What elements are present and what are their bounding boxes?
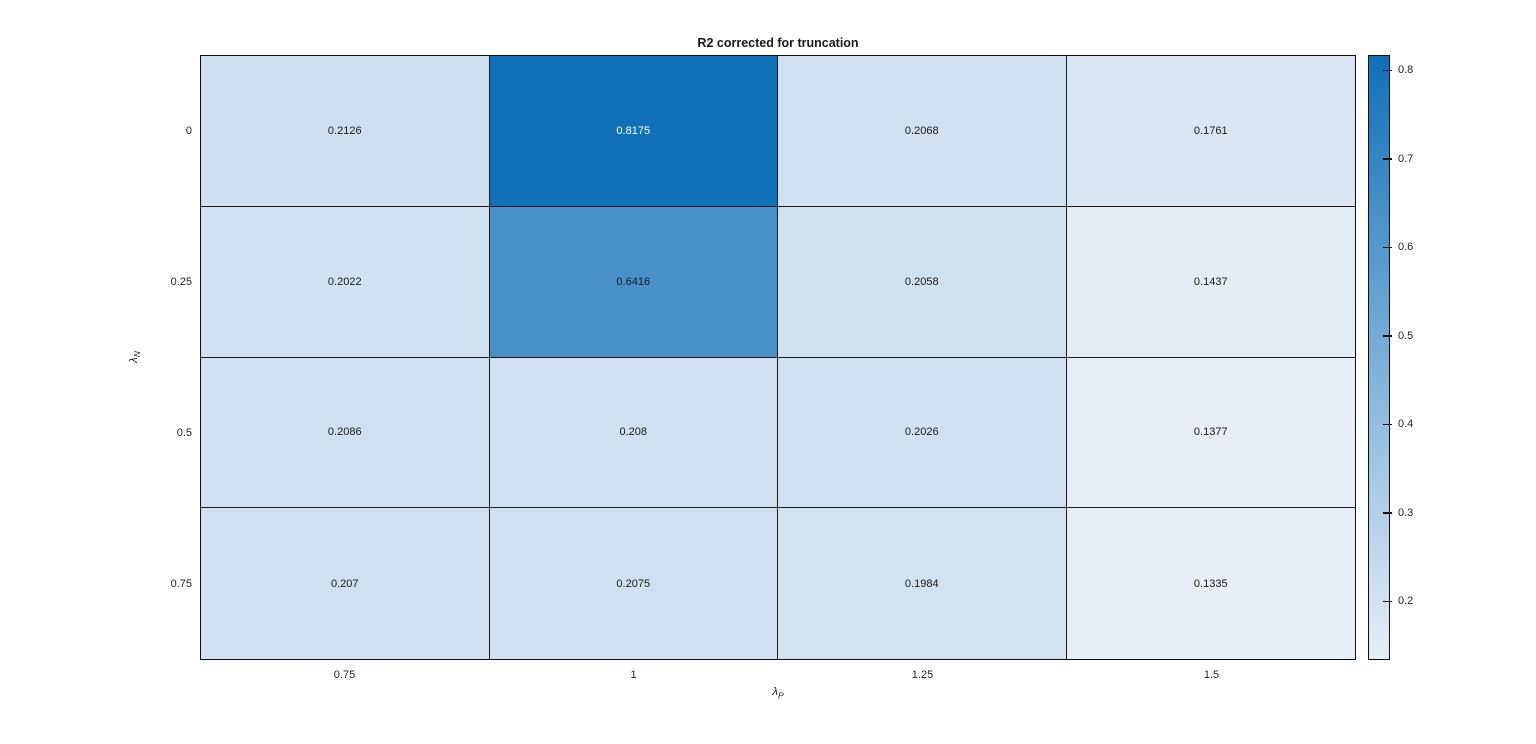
- x-axis-tick: 1.5: [1203, 669, 1220, 681]
- heatmap-cell[interactable]: 0.2068: [778, 56, 1067, 207]
- heatmap-cell[interactable]: 0.2026: [778, 357, 1067, 509]
- heatmap-cell[interactable]: 0.2022: [201, 206, 490, 358]
- y-axis-tick: 0.5: [176, 427, 192, 440]
- heatmap-cell[interactable]: 0.1984: [778, 508, 1067, 659]
- colorbar-tick-mark: [1383, 246, 1392, 249]
- y-axis-tick: 0.75: [170, 578, 192, 591]
- colorbar-tick-mark: [1383, 600, 1392, 603]
- heatmap-cell[interactable]: 0.207: [201, 508, 490, 659]
- heatmap-cell-value: 0.207: [330, 577, 359, 590]
- x-axis-label-subscript: P: [778, 690, 784, 701]
- heatmap-cell[interactable]: 0.1335: [1066, 508, 1355, 659]
- heatmap-cell-value: 0.1984: [904, 577, 939, 590]
- colorbar-tick-label: 0.2: [1398, 595, 1414, 608]
- heatmap-cell-value: 0.2075: [616, 577, 651, 590]
- heatmap-cell[interactable]: 0.2126: [201, 56, 490, 207]
- chart-title: R2 corrected for truncation: [697, 36, 859, 50]
- colorbar-tick-mark: [1383, 423, 1392, 426]
- heatmap-cell-value: 0.2068: [904, 124, 939, 137]
- colorbar-tick-mark: [1383, 512, 1392, 514]
- heatmap-cell-value: 0.2022: [327, 275, 362, 288]
- heatmap-cell[interactable]: 0.1761: [1066, 56, 1355, 207]
- heatmap-cell-value: 0.1377: [1193, 426, 1228, 439]
- colorbar-tick-mark: [1383, 335, 1392, 337]
- y-axis-label-subscript: N: [132, 351, 143, 358]
- heatmap-cell-value: 0.208: [619, 426, 648, 439]
- y-axis-tick: 0.25: [170, 275, 192, 288]
- colorbar-tick-label: 0.8: [1398, 64, 1414, 77]
- heatmap-cell-value: 0.1335: [1193, 577, 1228, 590]
- x-axis-label-base: λ: [772, 686, 778, 698]
- colorbar-tick-mark: [1383, 69, 1392, 72]
- y-axis-label: λN: [128, 351, 142, 363]
- heatmap-cell[interactable]: 0.208: [489, 357, 778, 509]
- heatmap-grid: 0.2126 0.8175 0.2068 0.1761 0.2022 0.6416 0.20…: [200, 55, 1356, 660]
- heatmap-cell-value: 0.2126: [327, 124, 362, 137]
- heatmap-cell[interactable]: 0.2075: [489, 508, 778, 659]
- x-axis-tick: 0.75: [333, 669, 356, 681]
- heatmap-cell-value: 0.2026: [904, 426, 939, 439]
- colorbar-tick-label: 0.6: [1398, 241, 1414, 254]
- heatmap-cell[interactable]: 0.2086: [201, 357, 490, 509]
- heatmap-cell-value: 0.2058: [904, 275, 939, 288]
- x-axis-tick: 1.25: [911, 669, 934, 681]
- colorbar-tick-mark: [1383, 158, 1392, 160]
- heatmap-cell-value: 0.1437: [1193, 275, 1228, 288]
- y-axis-tick: 0: [185, 124, 192, 137]
- x-axis-tick: 1: [630, 669, 637, 681]
- colorbar-tick-label: 0.7: [1398, 152, 1414, 165]
- heatmap-cell[interactable]: 0.6416: [489, 206, 778, 358]
- colorbar: [1368, 55, 1390, 660]
- colorbar-tick-label: 0.5: [1398, 329, 1414, 342]
- heatmap-cell[interactable]: 0.8175: [489, 56, 778, 207]
- x-axis-label: λP: [200, 686, 1356, 700]
- heatmap-cell-value: 0.2086: [327, 426, 362, 439]
- colorbar-tick-label: 0.3: [1398, 506, 1414, 519]
- y-axis-label-base: λ: [127, 357, 140, 363]
- heatmap-cell[interactable]: 0.2058: [778, 206, 1067, 358]
- heatmap-cell-value: 0.6416: [616, 275, 651, 288]
- colorbar-tick-label: 0.4: [1398, 418, 1414, 431]
- heatmap-cell[interactable]: 0.1377: [1066, 357, 1355, 509]
- heatmap-cell[interactable]: 0.1437: [1066, 206, 1355, 358]
- heatmap-cell-value: 0.8175: [616, 124, 651, 137]
- heatmap-cell-value: 0.1761: [1193, 124, 1228, 137]
